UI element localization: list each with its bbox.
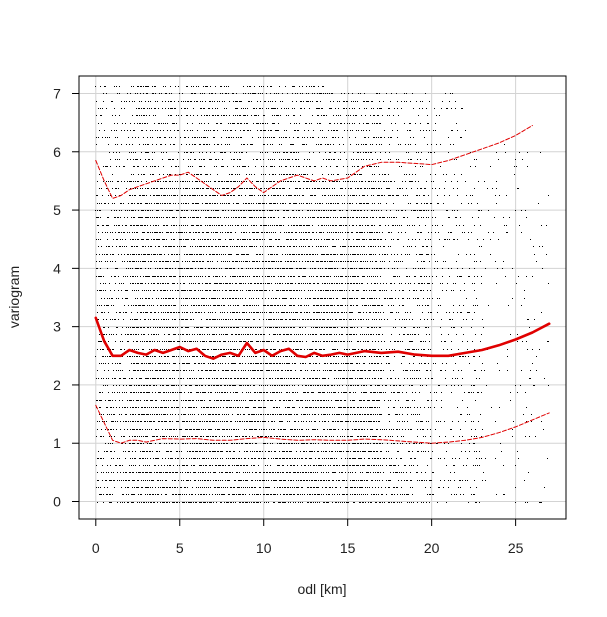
y-tick-label-0: 0: [53, 494, 61, 510]
y-tick-label-3: 3: [53, 319, 61, 335]
smooth-lines: [94, 125, 551, 444]
smooth-line-0: [94, 316, 551, 361]
smooth-line-2: [95, 404, 550, 444]
y-tick-label-1: 1: [53, 435, 61, 451]
x-tick-label-4: 20: [424, 540, 440, 556]
smooth-line-1: [95, 125, 533, 199]
y-axis-title: variogram: [6, 266, 22, 328]
x-tick-label-1: 5: [176, 540, 184, 556]
grid-layer: [79, 76, 566, 519]
x-tick-label-3: 15: [340, 540, 356, 556]
x-tick-label-2: 10: [256, 540, 272, 556]
y-tick-label-7: 7: [53, 85, 61, 101]
y-tick-label-2: 2: [53, 377, 61, 393]
axes-layer: 0 5 10 15 20 25 0 1 2 3 4 5 6 7: [53, 85, 524, 556]
y-tick-label-4: 4: [53, 260, 61, 276]
x-axis-title: odl [km]: [297, 581, 346, 597]
x-tick-label-0: 0: [92, 540, 100, 556]
plot-frame: [78, 75, 567, 520]
y-tick-label-6: 6: [53, 144, 61, 160]
x-tick-label-5: 25: [508, 540, 524, 556]
y-tick-label-5: 5: [53, 202, 61, 218]
